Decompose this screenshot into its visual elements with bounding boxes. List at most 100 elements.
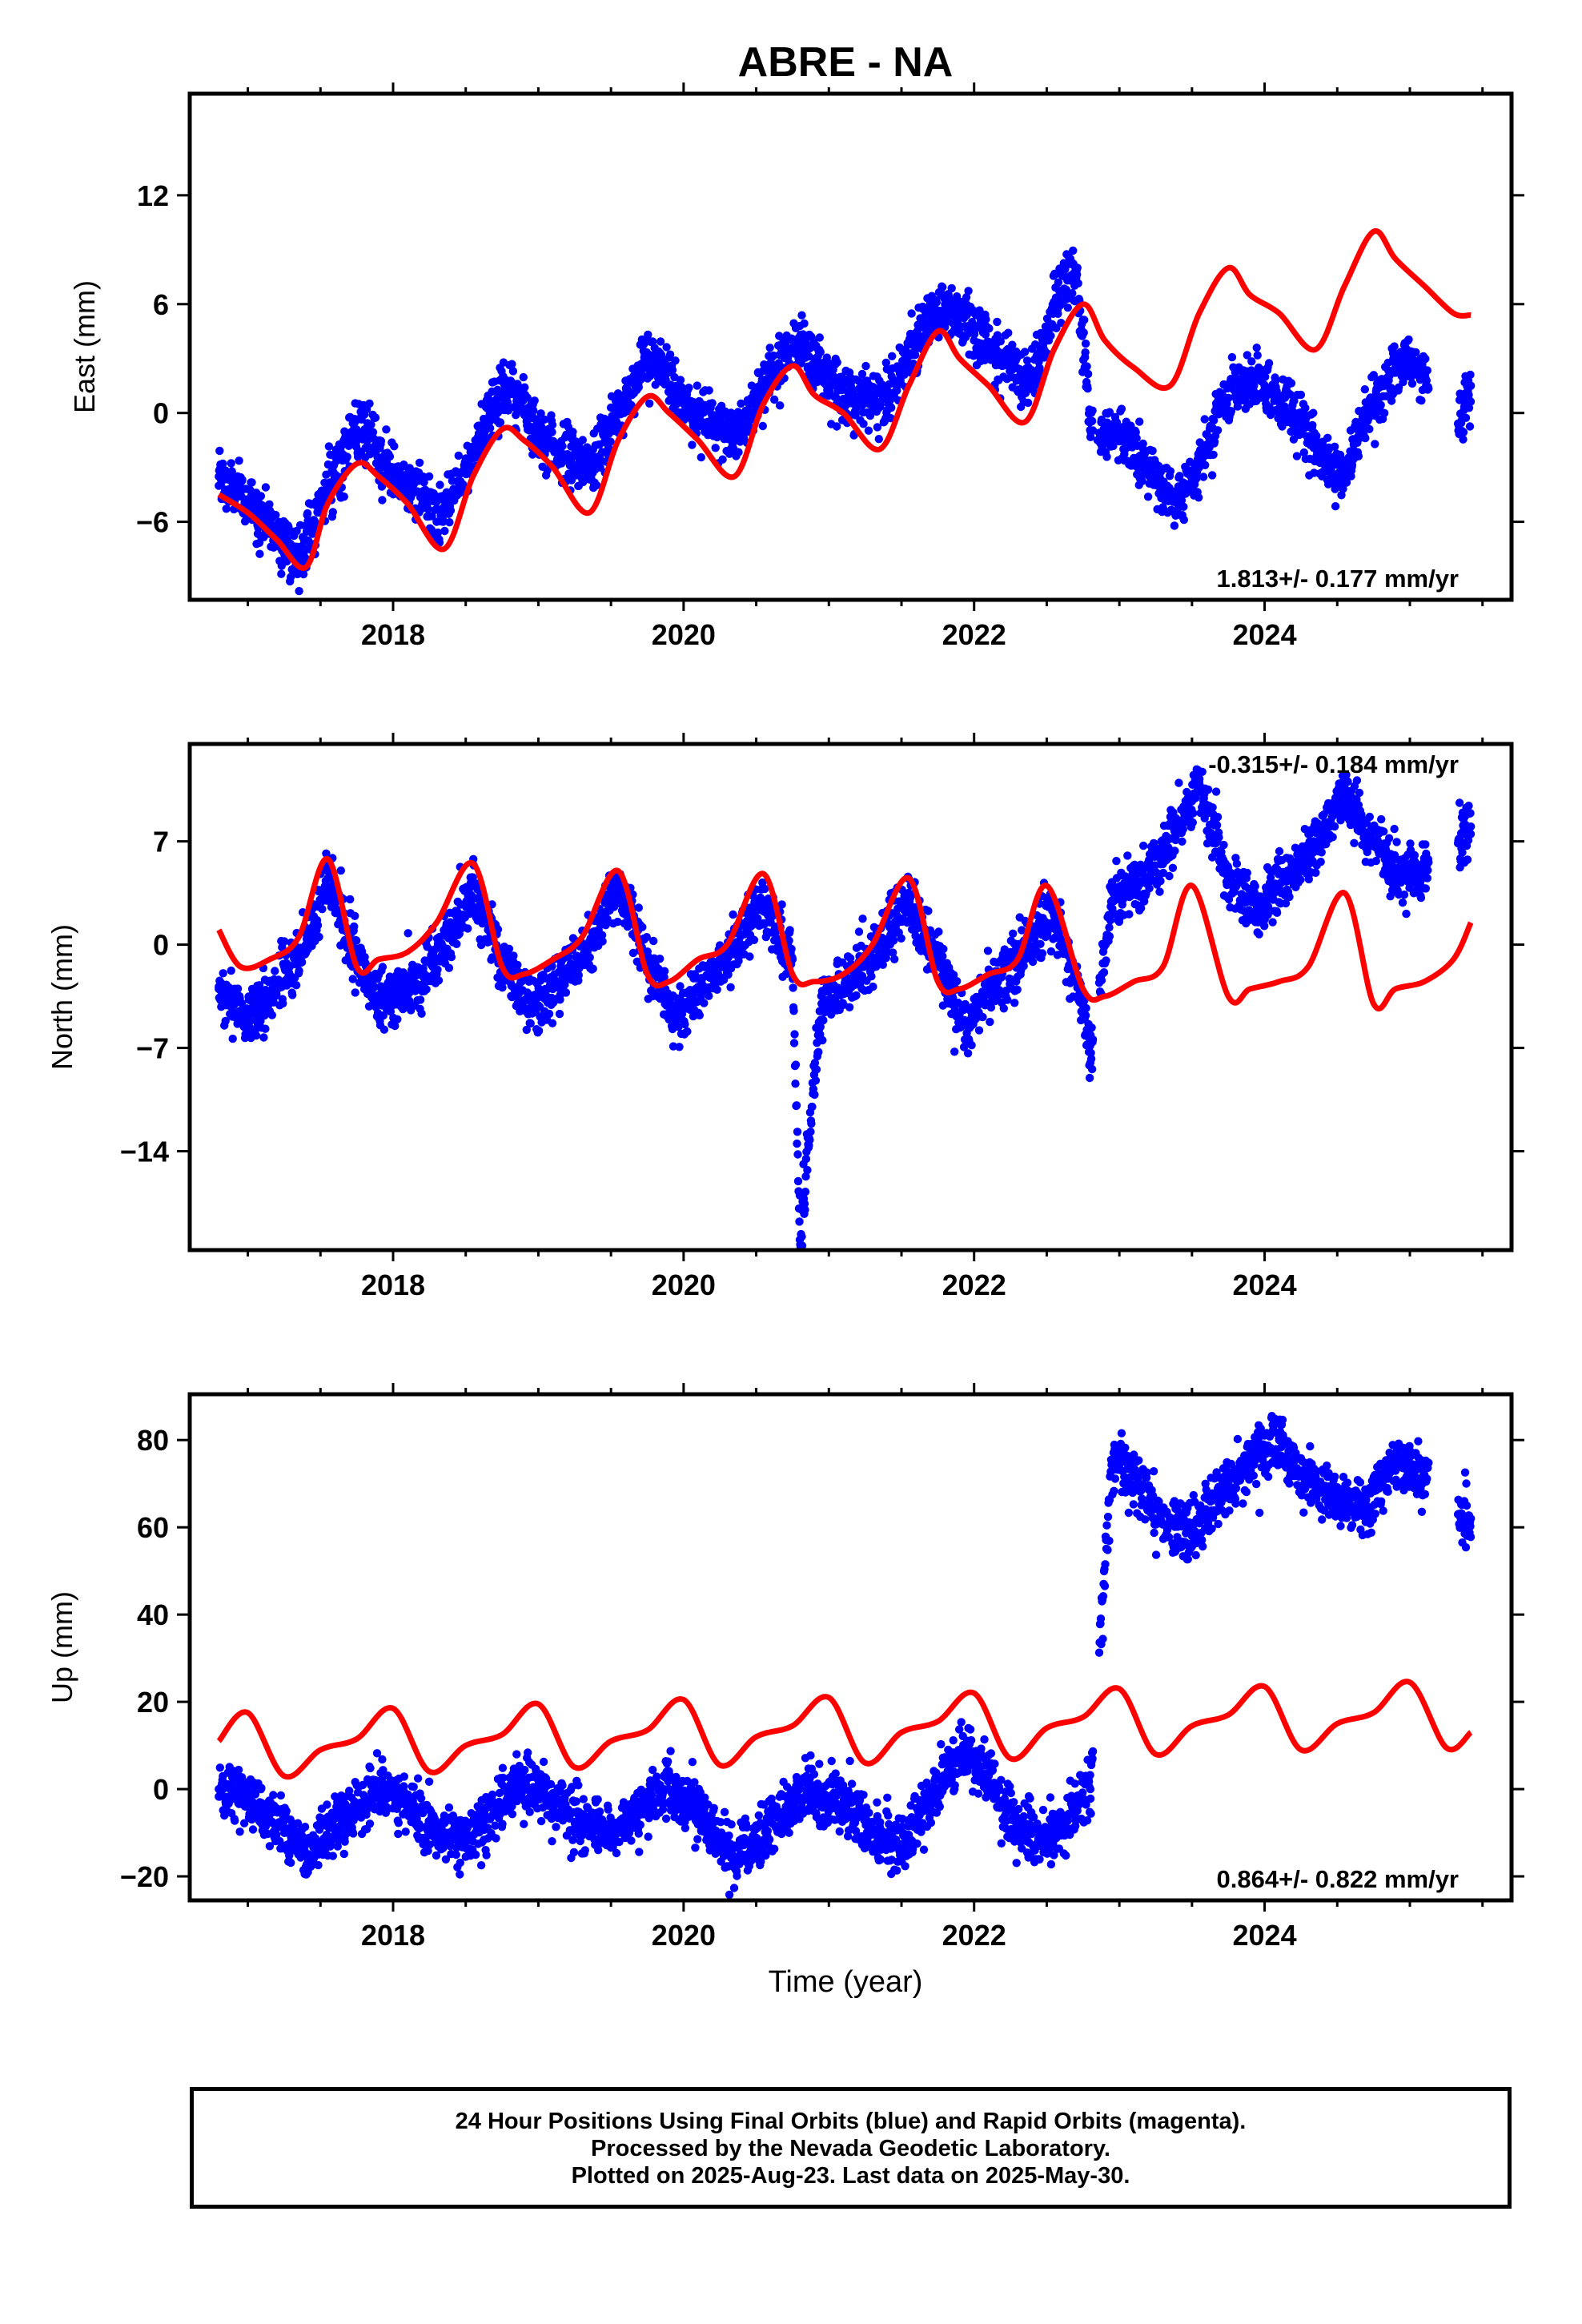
data-point	[1456, 417, 1465, 427]
data-point	[1216, 400, 1226, 408]
data-point	[734, 956, 743, 966]
data-point	[215, 472, 223, 481]
data-point	[1417, 396, 1426, 405]
data-point	[644, 330, 652, 340]
data-point	[322, 849, 331, 858]
data-point	[271, 967, 279, 975]
data-point	[1068, 289, 1077, 298]
data-point	[485, 424, 495, 432]
data-point	[1260, 381, 1269, 390]
data-point	[624, 920, 633, 929]
data-point	[832, 393, 841, 403]
data-point	[861, 361, 870, 371]
data-point	[665, 350, 675, 359]
data-point	[585, 953, 594, 962]
data-point	[526, 1019, 535, 1028]
data-point	[404, 929, 412, 938]
data-point	[1063, 304, 1073, 312]
data-point	[660, 972, 669, 982]
data-point	[1102, 452, 1111, 461]
data-point	[1200, 415, 1209, 424]
data-point	[1081, 348, 1090, 357]
data-point	[574, 971, 583, 979]
data-point	[808, 1102, 817, 1112]
data-point	[801, 1205, 809, 1214]
data-point	[852, 991, 861, 1000]
data-point	[777, 900, 786, 909]
data-point	[737, 399, 745, 408]
data-point	[1023, 398, 1033, 408]
data-point	[1173, 499, 1182, 509]
data-point	[825, 372, 833, 381]
data-point	[761, 884, 769, 894]
data-point	[440, 526, 449, 536]
data-point	[781, 345, 790, 354]
data-point	[1170, 521, 1179, 530]
data-point	[1331, 485, 1339, 493]
data-point	[1308, 420, 1317, 430]
data-point	[708, 399, 717, 408]
data-point	[970, 327, 978, 336]
data-point	[606, 437, 615, 446]
data-point	[1407, 379, 1417, 388]
data-point	[718, 455, 727, 464]
data-point	[439, 517, 448, 526]
data-point	[869, 982, 877, 991]
data-point	[350, 922, 359, 931]
data-point	[1080, 316, 1089, 324]
data-point	[845, 1003, 854, 1012]
data-point	[685, 384, 693, 392]
data-point	[816, 1023, 825, 1031]
data-point	[603, 915, 612, 924]
data-point	[343, 452, 351, 461]
x-tick-label: 2022	[942, 618, 1006, 651]
data-point	[705, 386, 713, 395]
data-point	[1250, 381, 1259, 390]
data-point	[924, 907, 933, 915]
x-tick-label: 2018	[361, 618, 425, 651]
data-point	[1331, 502, 1340, 511]
data-point	[934, 927, 943, 936]
data-point	[1093, 436, 1102, 444]
data-point	[315, 932, 323, 942]
data-point	[932, 298, 942, 307]
data-point	[1247, 357, 1256, 366]
data-point	[496, 418, 505, 427]
data-point	[1166, 467, 1175, 476]
data-point	[1286, 390, 1295, 399]
data-point	[351, 911, 359, 921]
data-point	[1069, 246, 1078, 255]
data-point	[1117, 404, 1126, 413]
data-point	[1253, 351, 1262, 360]
data-point	[668, 365, 677, 375]
data-point	[713, 985, 721, 995]
data-point	[219, 969, 227, 978]
data-point	[222, 505, 231, 513]
data-point	[265, 500, 274, 509]
data-point	[579, 477, 588, 487]
data-point	[797, 311, 806, 320]
data-point	[776, 401, 785, 410]
data-point	[1292, 452, 1302, 460]
data-point	[734, 448, 743, 456]
data-point	[889, 936, 898, 945]
data-point	[493, 925, 503, 934]
data-point	[520, 383, 529, 392]
data-point	[791, 1060, 801, 1069]
data-point	[1309, 408, 1318, 417]
data-point	[1227, 352, 1237, 362]
data-point	[417, 1009, 426, 1018]
data-point	[613, 917, 622, 927]
data-point	[729, 910, 737, 919]
data-point	[536, 409, 545, 418]
data-point	[939, 944, 948, 954]
y-tick-label: 0	[153, 397, 169, 430]
data-point	[1424, 384, 1433, 393]
data-point	[785, 926, 794, 935]
data-point	[819, 1015, 828, 1025]
data-point	[785, 936, 793, 945]
data-point	[1252, 344, 1261, 352]
data-point	[1466, 370, 1475, 380]
y-tick-label: 12	[137, 179, 169, 212]
